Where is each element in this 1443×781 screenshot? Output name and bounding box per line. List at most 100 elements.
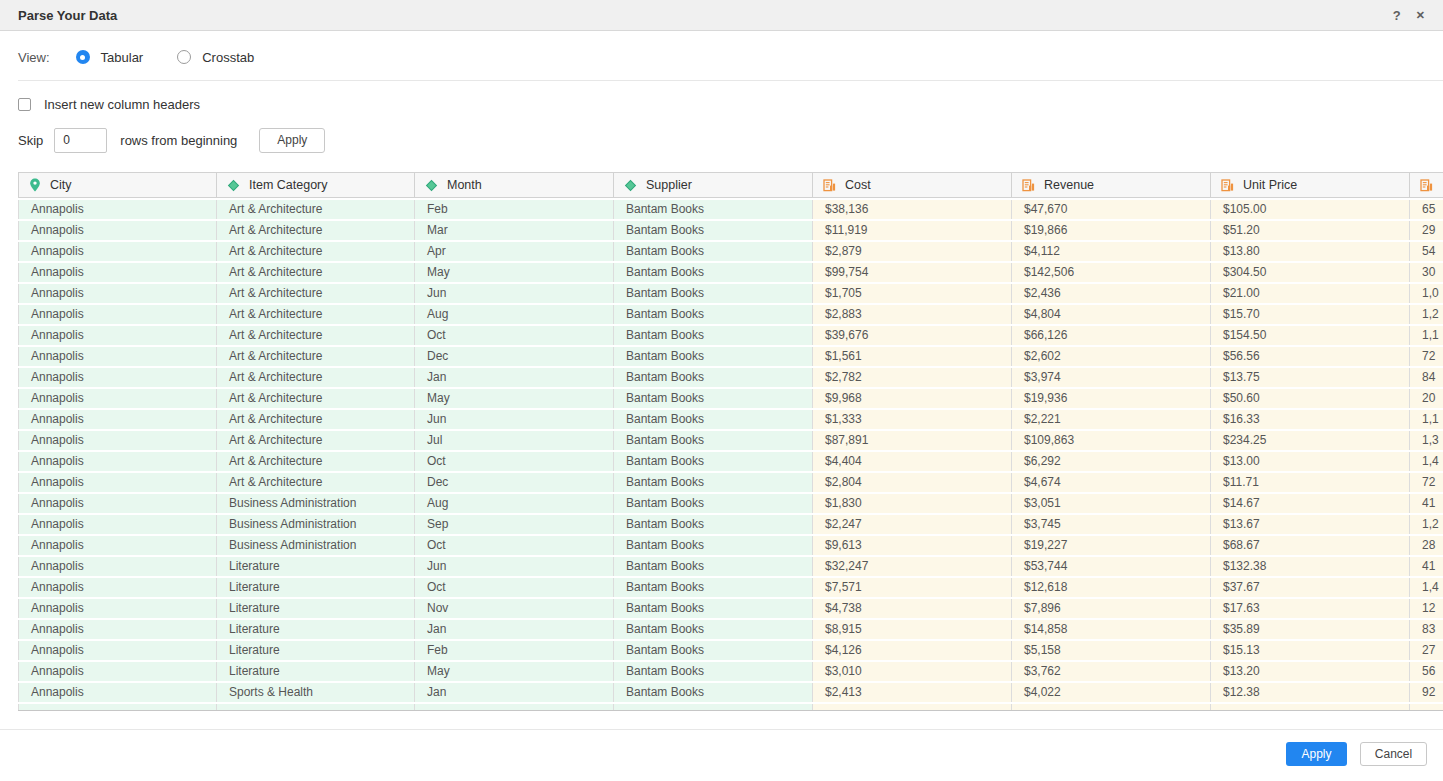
column-header-clipped[interactable] (1410, 172, 1443, 198)
table-cell: Annapolis (18, 347, 217, 366)
table-row (18, 704, 1443, 711)
data-table-viewport[interactable]: CityItem CategoryMonth Supplier Cost Revenu… (18, 172, 1443, 711)
column-header-label: Supplier (646, 178, 692, 192)
table-cell: Bantam Books (614, 368, 813, 387)
table-row: AnnapolisLiteratureJunBantam Books$32,24… (18, 557, 1443, 576)
table-cell: 27 (1410, 641, 1443, 660)
radio-tabular-icon[interactable] (76, 50, 90, 64)
table-cell: Art & Architecture (217, 305, 415, 324)
table-cell: Bantam Books (614, 263, 813, 282)
table-cell: Annapolis (18, 515, 217, 534)
table-cell: $14.67 (1211, 494, 1410, 513)
cancel-button[interactable]: Cancel (1360, 742, 1427, 766)
table-cell: Annapolis (18, 641, 217, 660)
table-cell: 1,1 (1410, 410, 1443, 429)
table-cell: Annapolis (18, 389, 217, 408)
table-cell: Literature (217, 599, 415, 618)
table-cell: $142,506 (1012, 263, 1211, 282)
help-icon[interactable]: ? (1393, 9, 1401, 22)
view-label: View: (18, 50, 50, 65)
table-cell: Bantam Books (614, 242, 813, 261)
table-cell: $3,974 (1012, 368, 1211, 387)
table-cell: $15.70 (1211, 305, 1410, 324)
radio-crosstab-label: Crosstab (202, 50, 254, 65)
table-cell: $47,670 (1012, 200, 1211, 219)
column-header-month[interactable]: Month (415, 172, 614, 198)
table-cell: $13.75 (1211, 368, 1410, 387)
data-table: CityItem CategoryMonth Supplier Cost Revenu… (18, 172, 1443, 711)
table-cell: $37.67 (1211, 578, 1410, 597)
close-icon[interactable]: ✕ (1416, 10, 1425, 21)
insert-headers-label: Insert new column headers (44, 97, 200, 112)
table-cell: Oct (415, 536, 614, 555)
table-cell: Apr (415, 242, 614, 261)
radio-crosstab-icon[interactable] (177, 50, 191, 64)
insert-headers-checkbox[interactable] (18, 98, 31, 111)
table-cell: $4,738 (813, 599, 1012, 618)
table-cell: $13.00 (1211, 452, 1410, 471)
column-header-city[interactable]: City (18, 172, 217, 198)
table-cell: $68.67 (1211, 536, 1410, 555)
diamond-icon (227, 179, 240, 192)
table-row: AnnapolisArt & ArchitectureFebBantam Boo… (18, 200, 1443, 219)
table-cell: Bantam Books (614, 494, 813, 513)
table-cell: $105.00 (1211, 200, 1410, 219)
table-cell: $1,830 (813, 494, 1012, 513)
column-header-revenue[interactable]: Revenue (1012, 172, 1211, 198)
table-cell: 1,4 (1410, 452, 1443, 471)
skip-apply-button[interactable]: Apply (259, 128, 325, 153)
table-cell: Annapolis (18, 536, 217, 555)
table-cell: $9,613 (813, 536, 1012, 555)
table-cell: Bantam Books (614, 683, 813, 702)
table-cell: Art & Architecture (217, 221, 415, 240)
table-cell: $66,126 (1012, 326, 1211, 345)
radio-option-crosstab[interactable]: Crosstab (177, 50, 254, 65)
section-divider (18, 80, 1443, 81)
table-row: AnnapolisArt & ArchitectureAprBantam Boo… (18, 242, 1443, 261)
table-cell: Art & Architecture (217, 200, 415, 219)
table-cell: $4,022 (1012, 683, 1211, 702)
table-cell: 1,4 (1410, 578, 1443, 597)
table-row: AnnapolisBusiness AdministrationAugBanta… (18, 494, 1443, 513)
table-cell: $9,968 (813, 389, 1012, 408)
table-cell: Art & Architecture (217, 284, 415, 303)
table-cell: $11.71 (1211, 473, 1410, 492)
column-header-unit-price[interactable]: Unit Price (1211, 172, 1410, 198)
table-cell: 92 (1410, 683, 1443, 702)
table-row: AnnapolisBusiness AdministrationOctBanta… (18, 536, 1443, 555)
table-cell: Jun (415, 410, 614, 429)
column-header-supplier[interactable]: Supplier (614, 172, 813, 198)
table-cell: Art & Architecture (217, 389, 415, 408)
table-cell: 83 (1410, 620, 1443, 639)
skip-rows-row: Skip rows from beginning Apply (18, 127, 1425, 153)
table-cell: $12,618 (1012, 578, 1211, 597)
skip-rows-input[interactable] (54, 128, 107, 153)
table-cell: $53,744 (1012, 557, 1211, 576)
table-cell: Annapolis (18, 494, 217, 513)
column-header-item-category[interactable]: Item Category (217, 172, 415, 198)
table-row: AnnapolisArt & ArchitectureOctBantam Boo… (18, 326, 1443, 345)
table-cell: May (415, 662, 614, 681)
table-cell: Annapolis (18, 242, 217, 261)
column-header-label: Cost (845, 178, 871, 192)
diamond-icon (425, 179, 438, 192)
apply-button[interactable]: Apply (1286, 742, 1347, 766)
table-cell: Art & Architecture (217, 347, 415, 366)
table-cell: $13.80 (1211, 242, 1410, 261)
table-cell: Annapolis (18, 368, 217, 387)
table-row: AnnapolisArt & ArchitectureDecBantam Boo… (18, 473, 1443, 492)
radio-option-tabular[interactable]: Tabular (76, 50, 144, 65)
table-cell: 84 (1410, 368, 1443, 387)
column-header-cost[interactable]: Cost (813, 172, 1012, 198)
table-cell: Art & Architecture (217, 473, 415, 492)
radio-tabular-label: Tabular (101, 50, 144, 65)
table-cell: Bantam Books (614, 557, 813, 576)
table-cell: Annapolis (18, 578, 217, 597)
table-cell: Literature (217, 662, 415, 681)
table-cell: $2,804 (813, 473, 1012, 492)
number-column-icon (1221, 179, 1234, 192)
table-cell: $4,126 (813, 641, 1012, 660)
table-cell: Bantam Books (614, 599, 813, 618)
dialog-title: Parse Your Data (18, 8, 117, 23)
table-cell: $38,136 (813, 200, 1012, 219)
